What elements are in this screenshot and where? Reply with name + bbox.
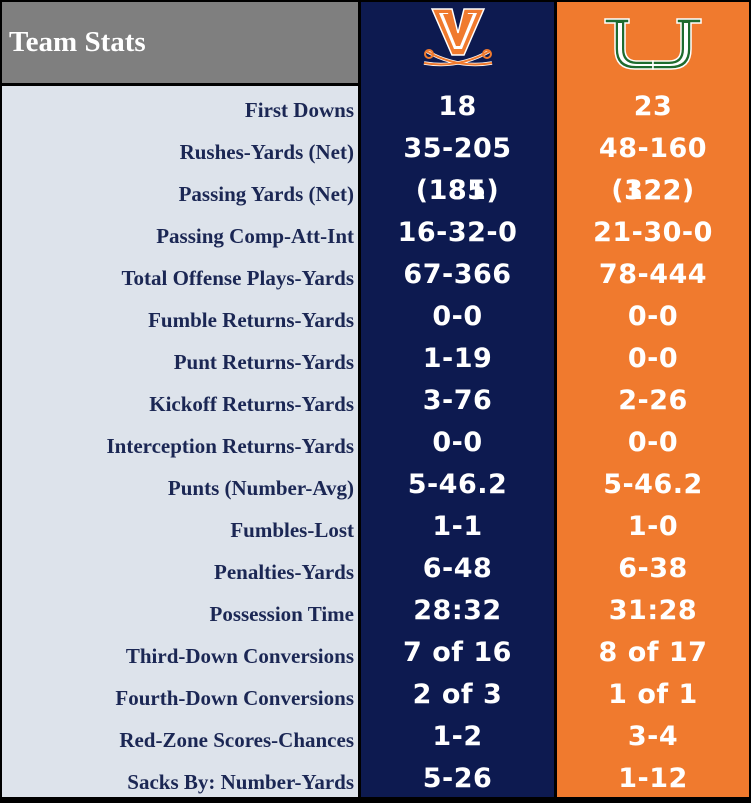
miami-u-icon [604, 17, 702, 70]
virginia-value: 3-76 [422, 385, 493, 416]
table-row: Fumble Returns-Yards 0-0 0-0 [0, 296, 751, 338]
stat-label: Fumble Returns-Yards [148, 308, 354, 332]
stat-label: Punt Returns-Yards [173, 350, 354, 374]
stat-label: Penalties-Yards [214, 560, 354, 584]
virginia-value: 16-32-0 [397, 217, 518, 248]
table-row: Punt Returns-Yards 1-19 0-0 [0, 338, 751, 380]
miami-value: 1-0 [627, 511, 679, 542]
stat-label: First Downs [244, 98, 354, 122]
stat-label: Interception Returns-Yards [106, 434, 354, 458]
miami-value: 8 of 17 [598, 637, 708, 668]
stat-label: Total Offense Plays-Yards [121, 266, 354, 290]
virginia-value: 5-46.2 [407, 469, 508, 500]
stat-label: Rushes-Yards (Net) [179, 140, 354, 164]
table-row: Possession Time 28:32 31:28 [0, 590, 751, 632]
miami-value: 1-12 [618, 763, 688, 794]
virginia-logo [361, 2, 554, 83]
table-row: Penalties-Yards 6-48 6-38 [0, 548, 751, 590]
stat-label: Fumbles-Lost [230, 518, 354, 542]
virginia-value: 67-366 [403, 259, 512, 290]
virginia-value: 5-26 [422, 763, 493, 794]
virginia-value: 18 [438, 91, 477, 122]
virginia-value: 35-205 (185) [403, 133, 512, 206]
table-row: First Downs 18 23 [0, 86, 751, 128]
table-row: Sacks By: Number-Yards 5-26 1-12 [0, 758, 751, 800]
stat-label: Punts (Number-Avg) [167, 476, 354, 500]
virginia-value: 0-0 [432, 301, 483, 332]
miami-value: 48-160 (122) [598, 133, 708, 206]
table-row: Red-Zone Scores-Chances 1-2 3-4 [0, 716, 751, 758]
miami-value: 0-0 [627, 301, 679, 332]
stat-label: Fourth-Down Conversions [115, 686, 354, 710]
virginia-value: 1-2 [432, 721, 483, 752]
miami-value: 0-0 [627, 427, 679, 458]
table-row: Rushes-Yards (Net) 35-205 (185) 48-160 (12… [0, 128, 751, 206]
table-row: Passing Yards (Net) 181 322 [0, 170, 751, 212]
table-row: Passing Comp-Att-Int 16-32-0 21-30-0 [0, 212, 751, 254]
miami-logo [557, 2, 749, 83]
stat-label: Kickoff Returns-Yards [149, 392, 354, 416]
table-row: Fourth-Down Conversions 2 of 3 1 of 1 [0, 674, 751, 716]
miami-value: 2-26 [618, 385, 688, 416]
stat-label: Third-Down Conversions [125, 644, 354, 668]
virginia-value: 7 of 16 [403, 637, 512, 668]
stat-label: Red-Zone Scores-Chances [119, 728, 354, 752]
miami-value: 23 [633, 91, 673, 122]
miami-column [557, 2, 749, 797]
virginia-value: 6-48 [422, 553, 493, 584]
labels-column [2, 86, 358, 797]
virginia-value: 1-1 [432, 511, 483, 542]
miami-value: 6-38 [618, 553, 688, 584]
virginia-value: 181 [428, 175, 487, 206]
table-row: Total Offense Plays-Yards 67-366 78-444 [0, 254, 751, 296]
title-cell: Team Stats [2, 2, 358, 83]
stat-label: Sacks By: Number-Yards [127, 770, 354, 794]
stat-label: Possession Time [209, 602, 355, 626]
virginia-v-sabres-icon [423, 7, 492, 66]
miami-value: 78-444 [598, 259, 708, 290]
miami-value: 31:28 [608, 595, 698, 626]
miami-value: 21-30-0 [593, 217, 713, 248]
virginia-value: 28:32 [413, 595, 502, 626]
table-row: Interception Returns-Yards 0-0 0-0 [0, 422, 751, 464]
virginia-value: 1-19 [422, 343, 493, 374]
stat-label: Passing Yards (Net) [178, 182, 354, 206]
miami-value: 322 [624, 175, 682, 206]
miami-value: 1 of 1 [608, 679, 698, 710]
table-title: Team Stats [9, 26, 146, 58]
miami-value: 5-46.2 [603, 469, 703, 500]
table-row: Kickoff Returns-Yards 3-76 2-26 [0, 380, 751, 422]
virginia-column [361, 2, 554, 797]
table-row: Fumbles-Lost 1-1 1-0 [0, 506, 751, 548]
stat-label: Passing Comp-Att-Int [156, 224, 354, 248]
table-row: Punts (Number-Avg) 5-46.2 5-46.2 [0, 464, 751, 506]
virginia-value: 0-0 [432, 427, 483, 458]
virginia-value: 2 of 3 [412, 679, 503, 710]
table-row: Third-Down Conversions 7 of 16 8 of 17 [0, 632, 751, 674]
miami-value: 3-4 [627, 721, 679, 752]
miami-value: 0-0 [627, 343, 679, 374]
